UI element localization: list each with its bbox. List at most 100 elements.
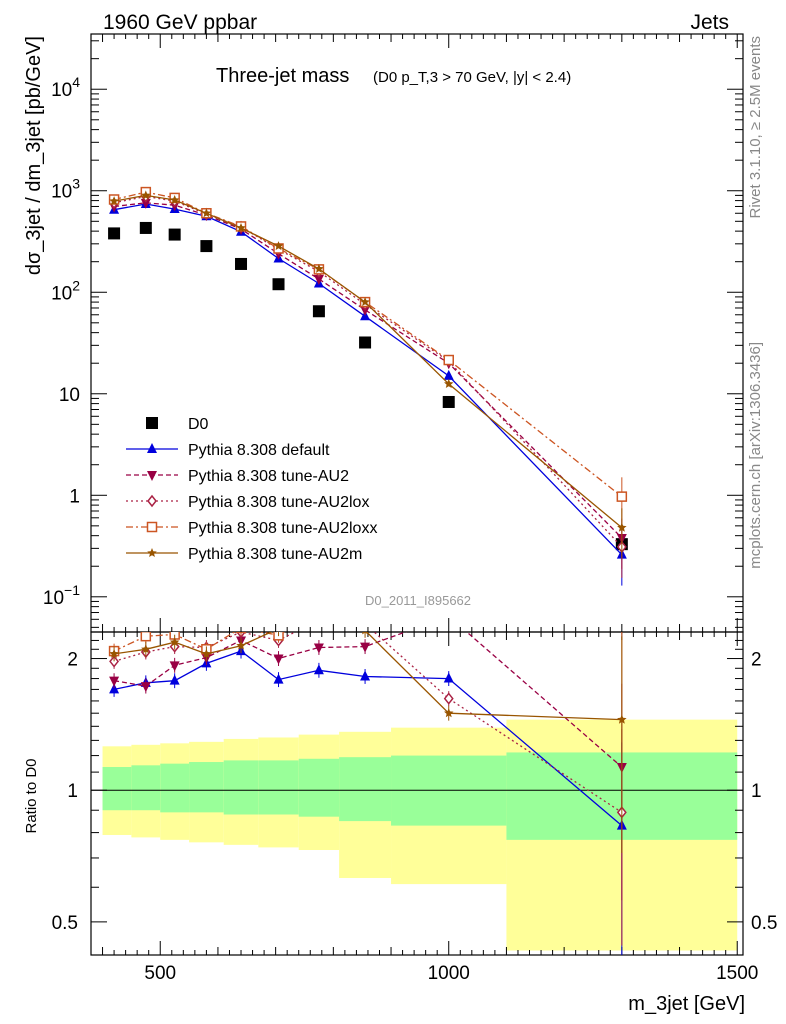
legend-marker (147, 548, 157, 557)
legend-marker (147, 471, 157, 481)
main-data-point (139, 221, 152, 234)
y-tick-label: 104 (51, 74, 80, 101)
ratio-data-point (443, 692, 454, 705)
main-data-point (360, 297, 370, 307)
inner-band (189, 762, 224, 813)
ratio-y-tick-label: 0.5 (52, 913, 78, 934)
main-data-point (313, 275, 324, 286)
x-tick-label: 1000 (428, 963, 470, 984)
x-tick-label: 500 (144, 963, 176, 984)
ratio-data-point (362, 632, 368, 635)
ratio-data-point (141, 644, 151, 654)
main-data-point (108, 227, 121, 240)
legend-entry: Pythia 8.308 tune-AU2m (126, 546, 362, 563)
main-data-point (442, 395, 455, 408)
plot-title: Three-jet mass (216, 65, 349, 87)
legend-label: Pythia 8.308 tune-AU2lox (188, 494, 369, 511)
ratio-data-point (109, 676, 120, 687)
main-data-point (109, 196, 119, 206)
main-data-point (140, 198, 151, 209)
plot-title-main: Three-jet mass (216, 65, 349, 87)
main-series-line (113, 194, 623, 529)
ratio-series-5 (109, 604, 627, 853)
ratio-y-axis-label: Ratio to D0 (23, 758, 40, 833)
main-data-point (273, 241, 284, 251)
y-axis-label: dσ_3jet / dm_3jet [pb/GeV] (23, 36, 45, 275)
plot-subtitle-text: (D0 p_T,3 > 70 GeV, |y| < 2.4) (373, 69, 571, 86)
main-plot-panel: 10−1 1 10 102 103 104 (43, 33, 744, 633)
ratio-data-point (140, 632, 152, 642)
ratio-data-point (169, 661, 180, 672)
plot-subtitle: (D0 p_T,3 > 70 GeV, |y| < 2.4) (373, 69, 571, 86)
main-data-point (312, 305, 325, 318)
ratio-data-point (361, 612, 370, 621)
inner-band (102, 766, 132, 811)
ratio-data-point (314, 606, 323, 615)
legend-label: Pythia 8.308 default (188, 442, 330, 459)
ratio-y-tick-label: 2 (67, 650, 78, 671)
main-series-line (114, 202, 623, 539)
ratio-data-point (169, 674, 180, 685)
main-data-point (235, 257, 248, 270)
ratio-data-point (235, 632, 247, 634)
legend-entry: Pythia 8.308 tune-AU2loxx (126, 520, 377, 537)
uncertainty-bands (102, 719, 738, 951)
ratio-data-point (109, 683, 120, 694)
main-data-point (616, 491, 628, 502)
main-data-point (236, 223, 246, 232)
legend-marker (147, 494, 157, 508)
main-data-point (169, 195, 180, 205)
y-tick-label: 10−1 (43, 582, 80, 609)
y-tick-label: 102 (51, 277, 80, 304)
ratio-data-point (201, 648, 212, 658)
main-series-line (113, 195, 623, 548)
ratio-data-point (360, 670, 371, 681)
ratio-data-point (313, 643, 324, 654)
legend-entry: D0 (146, 416, 209, 433)
ratio-series-line (114, 632, 622, 721)
legend-marker (146, 521, 158, 533)
ratio-data-point (314, 604, 324, 613)
legend-entry: Pythia 8.308 tune-AU2lox (126, 494, 369, 511)
ratio-data-point (169, 637, 180, 647)
y-tick-label: 103 (51, 176, 80, 203)
main-data-point (617, 522, 627, 532)
ratio-frame (90, 631, 744, 956)
ratio-series-line (113, 650, 623, 827)
main-series-3 (109, 198, 627, 569)
ratio-data-point (140, 682, 151, 693)
inner-band (160, 763, 190, 813)
main-data-point (314, 263, 324, 273)
main-data-point (443, 354, 454, 366)
ratio-data-point (313, 664, 324, 675)
ratio-y-tick-label: 1 (67, 781, 78, 802)
ratio-data-point (236, 640, 246, 650)
ratio-y-tick-label: 2 (751, 650, 762, 671)
legend-label: Pythia 8.308 tune-AU2 (188, 468, 349, 485)
x-axis-label: m_3jet [GeV] (628, 993, 745, 1015)
inner-band (131, 765, 161, 811)
inner-band (339, 757, 392, 822)
ratio-y-tick-label: 0.5 (751, 913, 777, 934)
legend-entry: Pythia 8.308 default (126, 442, 330, 459)
ratio-data-point (109, 648, 119, 658)
ratio-data-point (275, 632, 282, 633)
legend-marker (147, 443, 157, 453)
main-data-point (200, 240, 213, 253)
ratio-series-line (113, 632, 623, 813)
energy-label: 1960 GeV ppbar (103, 11, 257, 34)
inner-band (258, 760, 299, 815)
ratio-plot-panel: 500 1000 1500 0.5 0.5 1 1 2 2 (52, 604, 777, 984)
ratio-series-line (113, 632, 286, 652)
inner-band (223, 760, 259, 815)
legend: D0 Pythia 8.308 default Pythia 8.308 tune-… (126, 416, 377, 563)
x-tick-label: 1500 (716, 963, 758, 984)
main-data-point (443, 369, 454, 380)
main-data-point (444, 378, 454, 388)
ratio-data-point (315, 615, 323, 625)
ratio-data-point (443, 672, 454, 683)
main-data-point (201, 208, 212, 218)
legend-label: D0 (188, 416, 209, 433)
main-data-point (141, 190, 151, 200)
y-tick-label: 10 (59, 385, 80, 406)
